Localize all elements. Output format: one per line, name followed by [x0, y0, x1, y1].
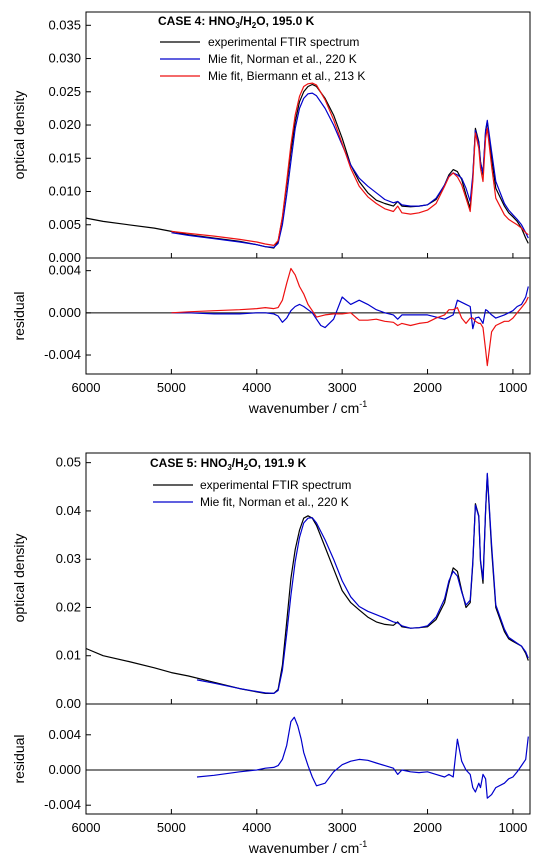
case4-legend-label-norman: Mie fit, Norman et al., 220 K: [208, 52, 357, 66]
case4-residual-ytick-label: 0.000: [48, 305, 81, 320]
case5-main-panel: 0.00 0.01 0.02 0.03 0.04 0.05 CASE 5: HNO3/H2…: [11, 452, 531, 711]
case4-ytick-label: 0.030: [48, 51, 81, 66]
case4-xtick-label: 3000: [328, 380, 357, 395]
case5-residual-ytick-label: 0.004: [48, 727, 81, 742]
case5-ytick-label: 0.01: [56, 648, 81, 663]
case5-ytick-label: 0.03: [56, 551, 81, 566]
case4-residual-ytick-label: 0.004: [48, 263, 81, 278]
case4-series-biermann: [171, 82, 529, 246]
case4-residual-ylabel: residual: [11, 291, 27, 340]
case5-residual-panel: -0.004 0.000 0.004 6000 5000 4000 3000 2000 100…: [11, 699, 531, 856]
case4-ytick-label: 0.000: [48, 250, 81, 265]
case5-ytick-label: 0.00: [56, 696, 81, 711]
case5-residual-frame: [85, 703, 531, 815]
case4-residual-series-biermann: [171, 267, 529, 367]
case5-legend-label-norman: Mie fit, Norman et al., 220 K: [200, 495, 349, 509]
case5-residual-series-norman: [196, 716, 529, 799]
case4-ytick-label: 0.010: [48, 184, 81, 199]
case5-ytick-label: 0.05: [56, 455, 81, 470]
case4-ytick-label: 0.025: [48, 84, 81, 99]
case4-series-experimental: [85, 83, 529, 249]
case5-legend: experimental FTIR spectrum Mie fit, Norm…: [153, 478, 351, 509]
case5-series-norman: [196, 472, 529, 695]
case5-xtick-label: 1000: [498, 820, 527, 835]
case4-xlabel: wavenumber / cm-1: [248, 399, 368, 416]
case4-main-panel: 0.000 0.005 0.010 0.015 0.020 0.025 0.030 0.035…: [11, 11, 531, 265]
case4-ylabel: optical density: [11, 91, 27, 180]
case4-legend-label-biermann: Mie fit, Biermann et al., 213 K: [208, 69, 365, 83]
case4-ytick-label: 0.035: [48, 17, 81, 32]
case4-ytick-label: 0.015: [48, 150, 81, 165]
case5-ytick-label: 0.04: [56, 503, 81, 518]
case4-legend-label-experimental: experimental FTIR spectrum: [208, 35, 359, 49]
case4-xtick-label: 5000: [157, 380, 186, 395]
case5-xtick-label: 2000: [413, 820, 442, 835]
case4-ytick-label: 0.005: [48, 217, 81, 232]
case4-residual-frame: [85, 257, 531, 375]
case4-ytick-label: 0.020: [48, 117, 81, 132]
case4-legend: experimental FTIR spectrum Mie fit, Norm…: [160, 35, 365, 83]
case4-xtick-label: 6000: [72, 380, 101, 395]
case4-residual-series-norman: [171, 286, 529, 330]
case5-xtick-label: 5000: [157, 820, 186, 835]
case5-ylabel: optical density: [11, 534, 27, 623]
case5-xtick-label: 6000: [72, 820, 101, 835]
case4-series-norman: [171, 92, 529, 248]
case5-xtick-label: 3000: [328, 820, 357, 835]
case5-residual-ytick-label: -0.004: [44, 797, 81, 812]
case5-residual-ytick-label: 0.000: [48, 762, 81, 777]
case5-xtick-label: 4000: [242, 820, 271, 835]
case4-xtick-label: 2000: [413, 380, 442, 395]
case5-residual-ylabel: residual: [11, 734, 27, 783]
case4-xtick-label: 1000: [498, 380, 527, 395]
case5-xlabel: wavenumber / cm-1: [248, 839, 368, 856]
case5-legend-label-experimental: experimental FTIR spectrum: [200, 478, 351, 492]
case4-residual-ytick-label: -0.004: [44, 347, 81, 362]
case5-ytick-label: 0.02: [56, 599, 81, 614]
case4-xtick-label: 4000: [242, 380, 271, 395]
case5-title: CASE 5: HNO3/H2O, 191.9 K: [150, 456, 307, 472]
case4-title: CASE 4: HNO3/H2O, 195.0 K: [158, 14, 315, 30]
